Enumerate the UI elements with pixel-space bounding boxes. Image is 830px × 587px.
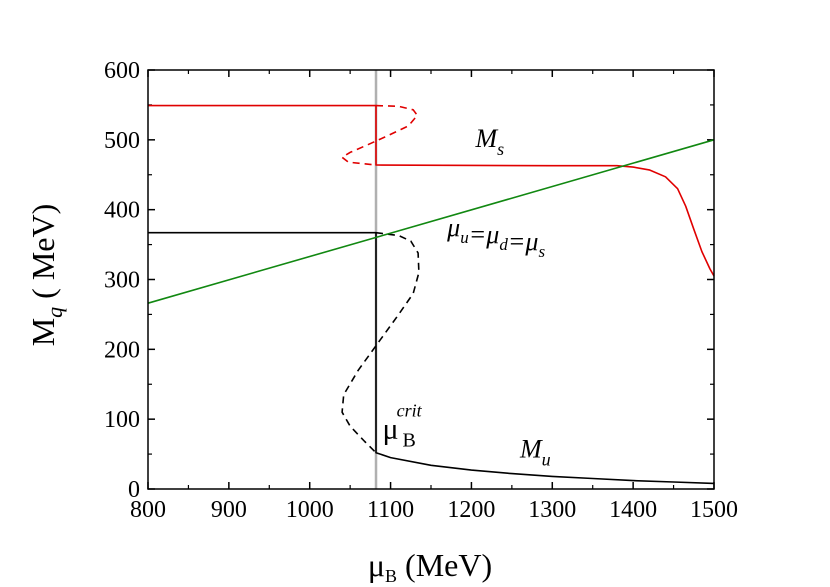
plot-frame bbox=[147, 69, 715, 490]
x-tick-label: 900 bbox=[211, 497, 247, 523]
x-tick-label: 1000 bbox=[286, 497, 334, 523]
x-tick-label: 800 bbox=[130, 497, 166, 523]
y-tick-label: 400 bbox=[104, 198, 140, 224]
annotation-ms-label: Ms bbox=[474, 124, 504, 159]
x-tick-label: 1100 bbox=[367, 497, 414, 523]
x-tick-label: 1200 bbox=[447, 497, 495, 523]
y-tick-label: 300 bbox=[104, 268, 140, 294]
series-ms-unstable bbox=[341, 104, 419, 166]
series-mu-unstable bbox=[341, 231, 420, 454]
x-tick-label: 1300 bbox=[528, 497, 576, 523]
series-mu-stable bbox=[148, 231, 715, 485]
y-tick-label: 600 bbox=[104, 58, 140, 84]
series-layer bbox=[147, 70, 715, 489]
y-tick-label: 500 bbox=[104, 128, 140, 154]
series-ms-stable bbox=[148, 104, 715, 277]
y-axis-label-rest: ( MeV) bbox=[25, 204, 61, 307]
y-tick-label: 100 bbox=[104, 407, 140, 433]
y-axis-label: Mq ( MeV) bbox=[25, 204, 67, 347]
x-axis-label: μB (MeV) bbox=[368, 547, 492, 586]
annotation-mu-label: Mu bbox=[519, 435, 551, 470]
x-axis-label-main: μ bbox=[368, 547, 385, 583]
annotation-mueq-label: μu=μd=μs bbox=[446, 213, 545, 261]
labels-layer: Ms Mu μu=μd=μs μcrit B bbox=[382, 124, 550, 470]
annotation-crit-label: μcrit B bbox=[382, 401, 422, 452]
y-tick-label: 200 bbox=[104, 337, 140, 363]
x-tick-label: 1400 bbox=[609, 497, 657, 523]
ticks-layer: 800 900 1000 1100 1200 1300 1400 1500 0 100 200 300… bbox=[104, 58, 738, 523]
x-axis-label-rest: (MeV) bbox=[397, 547, 492, 583]
y-axis-label-main: M bbox=[25, 318, 61, 346]
y-tick-label: 0 bbox=[128, 477, 140, 503]
series-mu-equal bbox=[147, 139, 715, 304]
x-tick-label: 1500 bbox=[690, 497, 738, 523]
y-axis-label-sub: q bbox=[42, 307, 67, 318]
x-axis-label-sub: B bbox=[385, 566, 397, 586]
